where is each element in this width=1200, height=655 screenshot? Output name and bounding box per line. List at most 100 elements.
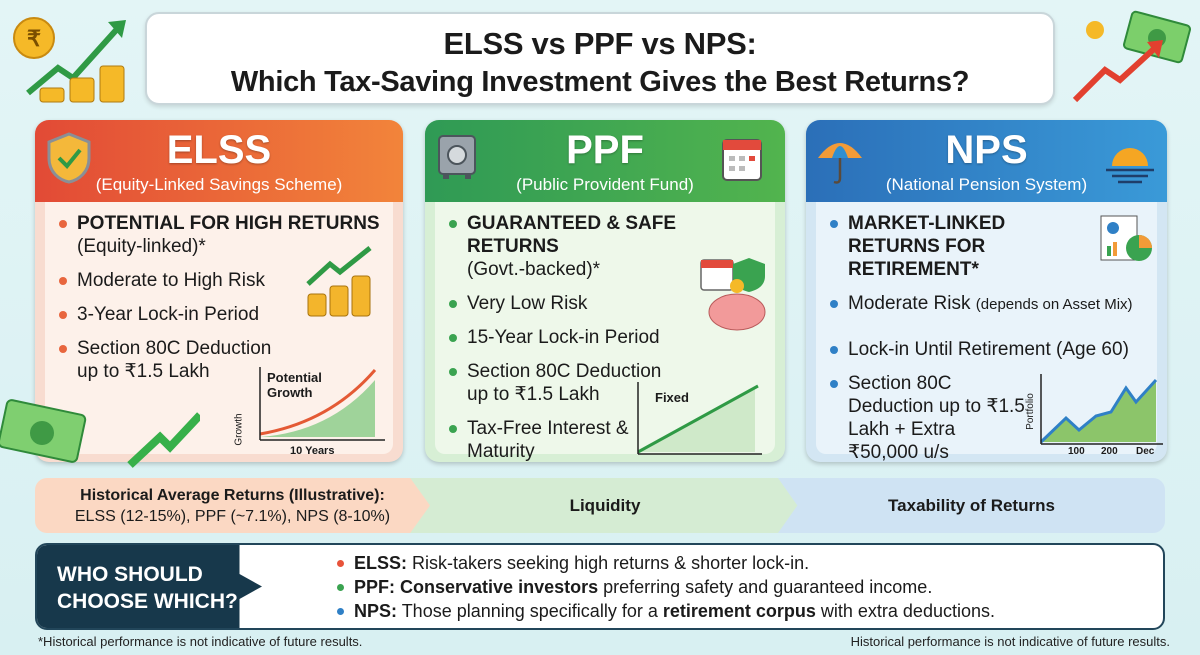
item-text: Very Low Risk [467, 293, 588, 314]
chart-ylabel: Portfolio [1024, 393, 1036, 430]
piggy-bank-icon [700, 258, 766, 331]
footer-left-disclaimer: *Historical performance is not indicativ… [38, 634, 363, 649]
list-item: 15-Year Lock-in Period [449, 326, 765, 349]
item-bold: GUARANTEED & SAFE RETURNS [467, 213, 677, 257]
nps-name: NPS [945, 128, 1028, 172]
list-item: POTENTIAL FOR HIGH RETURNS (Equity-linked… [59, 212, 383, 258]
sunset-icon [1106, 148, 1154, 184]
bullet [830, 346, 838, 354]
who-item-key: ELSS: [354, 553, 408, 573]
returns-values: ELSS (12-15%), PPF (~7.1%), NPS (8-10%) [74, 507, 391, 525]
bullet [449, 425, 457, 433]
money-arrow-icon [0, 399, 200, 468]
chart-ylabel: Growth [233, 413, 245, 446]
coins-arrow-icon [306, 246, 372, 317]
umbrella-icon [818, 143, 862, 184]
bullet [830, 380, 838, 388]
item-text: Lock-in Until Retirement (Age 60) [848, 339, 1129, 360]
who-item: ELSS: Risk-takers seeking high returns &… [337, 551, 995, 575]
chart-title: Fixed [655, 390, 689, 405]
title-line-2: Which Tax-Saving Investment Gives the Be… [230, 66, 970, 98]
list-item: Section 80C Deduction up to ₹1.5 Lakh + … [830, 372, 1030, 462]
taxability-band: Taxability of Returns [778, 478, 1165, 533]
list-item: Lock-in Until Retirement (Age 60) [830, 338, 1147, 361]
nps-header: NPS (National Pension System) [806, 120, 1167, 202]
item-text: (Govt.-backed)* [467, 259, 601, 280]
elss-name: ELSS [166, 128, 272, 172]
bullet [59, 220, 67, 228]
item-text: Section 80C Deduction up to ₹1.5 Lakh + … [848, 373, 1025, 462]
who-item-text: Risk-takers seeking high returns & short… [407, 553, 810, 573]
chart-tick: 200 [1101, 446, 1118, 457]
bullet [449, 368, 457, 376]
ppf-body: GUARANTEED & SAFE RETURNS (Govt.-backed)*… [435, 202, 775, 462]
chart-title: Potential Growth [267, 370, 322, 400]
nps-card: NPS (National Pension System) MARKET-LIN… [806, 120, 1167, 462]
bullet [59, 311, 67, 319]
returns-band: Historical Average Returns (Illustrative… [35, 478, 430, 533]
bullet [337, 607, 344, 615]
who-item-text: Conservative investors [395, 577, 599, 597]
footer-right-disclaimer: Historical performance is not indicative… [850, 634, 1170, 649]
bullet [449, 220, 457, 228]
item-bold: POTENTIAL FOR HIGH RETURNS [77, 213, 380, 234]
money-growth-icon [1072, 10, 1191, 103]
list-item: Very Low Risk [449, 292, 765, 315]
chart-xlabel: 10 Years [290, 445, 335, 457]
item-text: Section 80C Deduction up to ₹1.5 Lakh [467, 361, 662, 405]
who-item: PPF: Conservative investors preferring s… [337, 575, 995, 599]
svg-text:₹: ₹ [27, 26, 41, 51]
ppf-card: PPF (Public Provident Fund) GUARANTEED &… [425, 120, 785, 462]
who-should-choose-box: WHO SHOULD CHOOSE WHICH? ELSS: Risk-take… [35, 543, 1165, 630]
fixed-growth-chart [637, 382, 762, 455]
potential-growth-chart [259, 367, 385, 441]
list-item: Moderate Risk (depends on Asset Mix) [830, 292, 1147, 316]
who-label: WHO SHOULD CHOOSE WHICH? [37, 545, 262, 628]
item-bold: MARKET-LINKED RETURNS FOR RETIREMENT* [848, 213, 1006, 280]
bullet [337, 559, 344, 567]
elss-card: ELSS (Equity-Linked Savings Scheme) POTE… [35, 120, 403, 462]
who-item-key: PPF: [354, 577, 396, 597]
who-item-key: NPS: [354, 601, 398, 621]
nps-body: MARKET-LINKED RETURNS FOR RETIREMENT* Mo… [816, 202, 1163, 462]
who-item: NPS: Those planning specifically for a r… [337, 599, 995, 623]
bullet [830, 300, 838, 308]
title-line-1: ELSS vs PPF vs NPS: [443, 26, 757, 61]
item-text: Tax-Free Interest & Maturity [467, 418, 629, 462]
item-text: 15-Year Lock-in Period [467, 327, 660, 348]
who-item-text: retirement corpus [662, 601, 816, 621]
nps-subtitle: (National Pension System) [885, 175, 1088, 194]
who-item-text: Those planning specifically for a [397, 601, 663, 621]
returns-title: Historical Average Returns (Illustrative… [80, 486, 385, 504]
item-text: Moderate Risk [848, 293, 971, 314]
list-item: Section 80C Deduction up to ₹1.5 Lakh [59, 337, 289, 383]
chart-tick: 100 [1068, 446, 1085, 457]
liquidity-band: Liquidity [410, 478, 800, 533]
who-item-text: preferring safety and guaranteed income. [598, 577, 933, 597]
item-text: (Equity-linked)* [77, 236, 206, 257]
item-text: Moderate to High Risk [77, 270, 265, 291]
ppf-header: PPF (Public Provident Fund) [425, 120, 785, 202]
bullet [449, 300, 457, 308]
item-small-text: (depends on Asset Mix) [975, 296, 1133, 313]
who-items: ELSS: Risk-takers seeking high returns &… [337, 551, 995, 623]
elss-subtitle: (Equity-Linked Savings Scheme) [95, 175, 343, 194]
who-item-text: with extra deductions. [815, 601, 995, 621]
elss-header: ELSS (Equity-Linked Savings Scheme) [35, 120, 403, 202]
list-item: GUARANTEED & SAFE RETURNS (Govt.-backed)* [449, 212, 765, 281]
report-chart-icon [1100, 215, 1152, 261]
bullet [449, 334, 457, 342]
safe-icon [438, 135, 476, 179]
bullet [830, 220, 838, 228]
ppf-name: PPF [566, 128, 644, 172]
list-item: Section 80C Deduction up to ₹1.5 Lakh [449, 360, 679, 406]
bullet [337, 583, 344, 591]
item-text: 3-Year Lock-in Period [77, 304, 260, 325]
shield-check-icon [47, 132, 91, 184]
list-item: Tax-Free Interest & Maturity [449, 417, 629, 462]
coins-growth-icon: ₹ [13, 17, 126, 103]
portfolio-chart [1039, 374, 1163, 445]
list-item: MARKET-LINKED RETURNS FOR RETIREMENT* [830, 212, 1100, 281]
bullet [59, 277, 67, 285]
chart-tick: Dec [1136, 446, 1155, 457]
